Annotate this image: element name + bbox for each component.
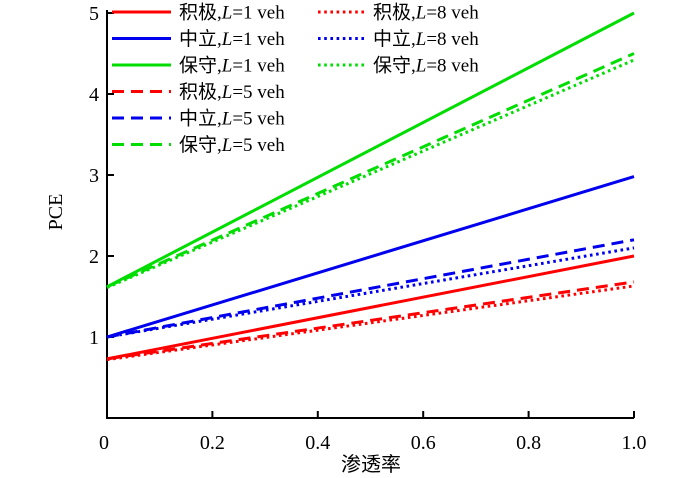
y-tick-label: 3 (89, 165, 99, 187)
x-tick-label: 0 (99, 432, 109, 454)
legend-label-4: 中立,L=5 veh (179, 108, 285, 130)
series-line-dashed-4 (106, 238, 635, 339)
legend-label-1: 中立,L=1 veh (179, 28, 285, 50)
y-tick-label: 2 (89, 246, 99, 268)
x-axis-label: 渗透率 (341, 453, 401, 476)
series-line-dashed-5 (106, 52, 635, 289)
series-line-dotted-7 (106, 246, 635, 339)
y-tick-label: 4 (89, 84, 99, 106)
x-tick-label: 0.6 (411, 432, 436, 454)
x-tick-label: 0.2 (200, 432, 225, 454)
legend-label-6: 积极,L=8 veh (373, 2, 479, 24)
series-line-dotted-8 (106, 58, 635, 289)
y-axis-label: PCE (45, 194, 67, 231)
legend-label-8: 保守,L=8 veh (373, 55, 479, 77)
x-tick-label: 0.4 (305, 432, 330, 454)
series-line-dotted-6 (106, 284, 635, 362)
y-tick-label: 1 (89, 327, 99, 349)
series-line-dashed-3 (106, 280, 635, 361)
series-line-solid-2 (106, 11, 635, 289)
x-tick-label: 0.8 (516, 432, 541, 454)
legend-label-5: 保守,L=5 veh (179, 134, 285, 156)
legend-label-7: 中立,L=8 veh (373, 28, 479, 50)
legend-label-2: 保守,L=1 veh (179, 55, 285, 77)
axes-spines (106, 10, 634, 419)
series-line-solid-0 (106, 254, 635, 361)
series-line-solid-1 (106, 175, 635, 339)
legend-label-3: 积极,L=5 veh (179, 81, 285, 103)
legend-label-0: 积极,L=1 veh (179, 2, 285, 24)
x-tick-label: 1.0 (622, 432, 647, 454)
y-tick-label: 5 (89, 3, 99, 25)
